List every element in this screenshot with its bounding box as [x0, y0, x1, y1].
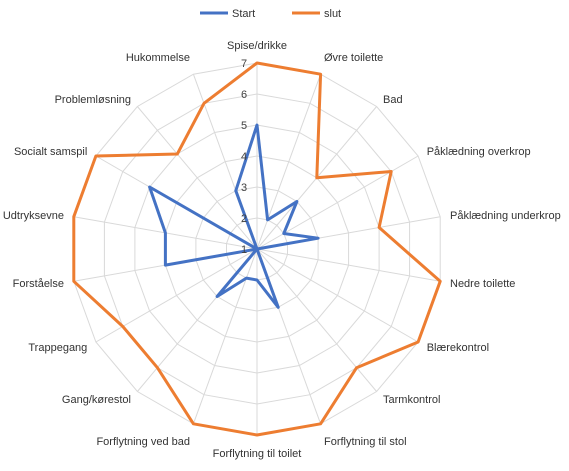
legend-label-start: Start	[232, 8, 255, 20]
category-label: Forflytning til toilet	[213, 448, 302, 460]
category-label: Trappegang	[28, 342, 87, 354]
category-label: Blærekontrol	[427, 342, 489, 354]
tick-label: 2	[241, 213, 247, 225]
tick-label: 3	[241, 182, 247, 194]
tick-label: 6	[241, 89, 247, 101]
category-label: Forflytning til stol	[324, 436, 407, 448]
category-label: Forflytning ved bad	[96, 436, 190, 448]
tick-label: 7	[241, 58, 247, 70]
category-label: Problemløsning	[55, 94, 131, 106]
radial-tick-labels: 1 2 3 4 5 6 7	[241, 58, 247, 256]
category-labels: Spise/drikke Øvre toilette Bad Påklædning o…	[3, 40, 561, 460]
category-label: Hukommelse	[126, 52, 190, 64]
legend: Start slut	[200, 8, 341, 20]
category-label: Gang/kørestol	[62, 394, 131, 406]
series-line-start	[150, 125, 319, 307]
category-label: Påklædning overkrop	[427, 146, 531, 158]
category-label: Forståelse	[13, 278, 64, 290]
category-label: Spise/drikke	[227, 40, 287, 52]
category-label: Udtryksevne	[3, 210, 64, 222]
category-label: Bad	[383, 94, 403, 106]
tick-label: 5	[241, 120, 247, 132]
category-label: Socialt samspil	[14, 146, 87, 158]
category-label: Påklædning underkrop	[450, 210, 561, 222]
category-label: Øvre toilette	[324, 52, 383, 64]
tick-label: 4	[241, 151, 247, 163]
tick-label: 1	[241, 244, 247, 256]
grid-spoke	[193, 249, 257, 424]
legend-label-slut: slut	[324, 8, 341, 20]
category-label: Nedre toilette	[450, 278, 515, 290]
category-label: Tarmkontrol	[383, 394, 440, 406]
